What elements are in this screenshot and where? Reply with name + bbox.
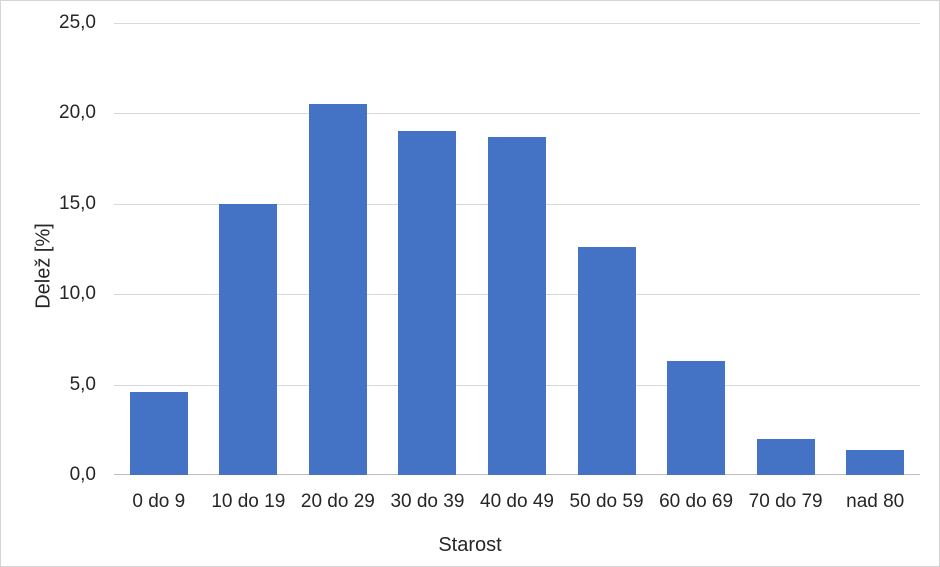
y-tick-label: 5,0 (69, 373, 96, 395)
x-tick-label: 50 do 59 (569, 491, 644, 512)
bar-nad-80 (846, 450, 905, 475)
bar-20-do-29 (308, 104, 367, 475)
y-tick-label: 15,0 (59, 192, 96, 214)
y-tick-label: 25,0 (59, 12, 96, 33)
x-tick-label: nad 80 (846, 491, 905, 512)
x-axis-title: Starost (438, 534, 502, 556)
x-tick-label: 20 do 29 (300, 491, 375, 512)
bar-60-do-69 (667, 361, 726, 475)
gridline (114, 113, 920, 115)
plot-area (114, 23, 920, 475)
x-tick-label: 30 do 39 (390, 491, 465, 512)
gridline (114, 23, 920, 24)
bar-0-do-9 (129, 392, 188, 475)
x-tick-label: 0 do 9 (132, 491, 186, 512)
x-tick-label: 60 do 69 (659, 491, 734, 512)
bar-50-do-59 (577, 247, 636, 475)
bar-40-do-49 (488, 137, 546, 475)
bar-10-do-19 (219, 204, 278, 475)
x-tick-label: 10 do 19 (211, 491, 286, 512)
bar-30-do-39 (398, 131, 457, 475)
bar-70-do-79 (756, 439, 815, 475)
y-tick-label: 10,0 (59, 283, 96, 305)
y-tick-label: 20,0 (59, 102, 96, 124)
x-tick-label: 40 do 49 (480, 491, 554, 512)
x-tick-label: 70 do 79 (748, 491, 823, 512)
y-tick-label: 0,0 (69, 464, 96, 485)
